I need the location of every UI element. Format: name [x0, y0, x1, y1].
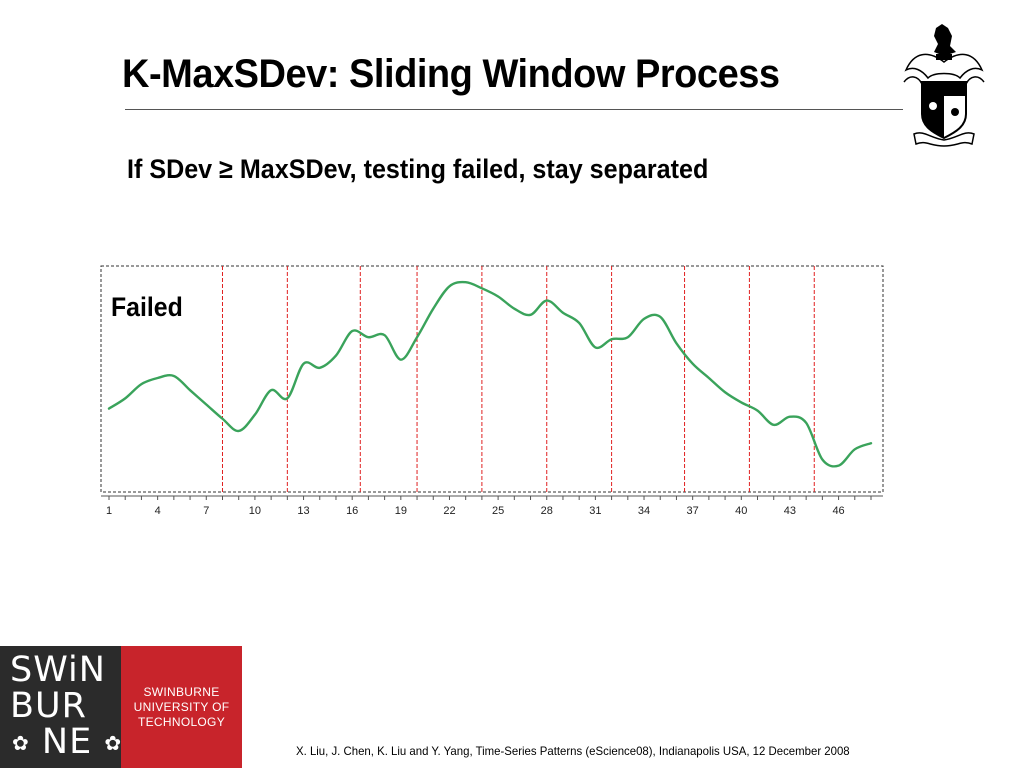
x-tick-label: 31: [589, 505, 601, 517]
x-tick-label: 19: [395, 505, 407, 517]
x-tick-label: 43: [784, 505, 796, 517]
x-tick-label: 16: [346, 505, 358, 517]
logo-star-left-icon: ✿: [12, 731, 30, 755]
x-tick-label: 40: [735, 505, 747, 517]
x-axis-ticks: 1 4 7 10 13 16 19 22 25 28 31 34 37 40 43 46: [106, 496, 872, 517]
swinburne-logo: SWiN BUR ✿ NE ✿ SWINBURNE UNIVERSITY OF …: [0, 646, 242, 768]
logo-line-2: BUR: [10, 686, 87, 726]
x-tick-label: 28: [541, 505, 553, 517]
institution-line-3: TECHNOLOGY: [137, 714, 225, 729]
x-tick-label: 1: [106, 505, 112, 517]
x-tick-label: 34: [638, 505, 650, 517]
logo-line-3: NE: [41, 722, 93, 762]
slide-title: K-MaxSDev: Sliding Window Process: [122, 52, 780, 96]
logo-institution-panel: SWINBURNE UNIVERSITY OF TECHNOLOGY: [121, 646, 242, 768]
x-tick-label: 4: [155, 505, 161, 517]
logo-star-right-icon: ✿: [104, 731, 123, 755]
x-tick-label: 22: [443, 505, 455, 517]
chart-frame: [100, 265, 884, 493]
institution-line-2: UNIVERSITY OF: [133, 699, 230, 714]
citation: X. Liu, J. Chen, K. Liu and Y. Yang, Tim…: [296, 744, 850, 758]
slide-subtitle: If SDev ≥ MaxSDev, testing failed, stay …: [127, 154, 709, 184]
x-tick-label: 25: [492, 505, 504, 517]
failed-annotation: Failed: [111, 293, 183, 322]
sliding-window-chart: Failed 1 4 7 10 13 16 19 22 25 28 31 34 37 40 43 46: [100, 265, 884, 517]
title-divider: [125, 109, 903, 110]
x-tick-label: 7: [203, 505, 209, 517]
x-tick-label: 13: [297, 505, 309, 517]
logo-line-1: SWiN: [10, 650, 106, 690]
institution-line-1: SWINBURNE: [143, 684, 220, 699]
x-tick-label: 37: [687, 505, 699, 517]
series-line: [107, 280, 873, 468]
x-tick-label: 10: [249, 505, 261, 517]
university-crest-icon: [903, 24, 985, 147]
x-tick-label: 46: [832, 505, 844, 517]
logo-wordmark: SWiN BUR ✿ NE ✿: [0, 646, 121, 768]
window-boundaries: [221, 266, 815, 492]
